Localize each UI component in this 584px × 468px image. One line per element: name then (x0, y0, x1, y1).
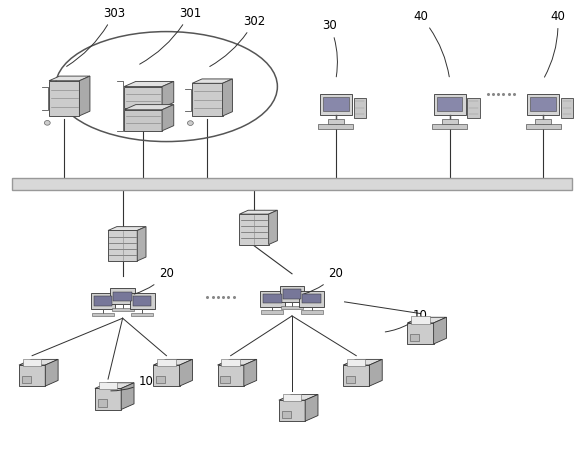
Text: 40: 40 (413, 10, 449, 77)
FancyBboxPatch shape (303, 294, 321, 303)
Text: 30: 30 (322, 19, 338, 77)
FancyBboxPatch shape (467, 98, 479, 117)
Polygon shape (305, 395, 318, 421)
Polygon shape (124, 87, 162, 108)
FancyBboxPatch shape (23, 358, 41, 366)
Polygon shape (192, 79, 232, 83)
FancyBboxPatch shape (263, 294, 281, 303)
FancyBboxPatch shape (280, 286, 304, 302)
Polygon shape (343, 359, 383, 365)
Polygon shape (370, 359, 383, 386)
FancyBboxPatch shape (157, 358, 176, 366)
Text: 303: 303 (67, 7, 125, 66)
FancyBboxPatch shape (283, 394, 301, 401)
FancyBboxPatch shape (94, 296, 112, 306)
FancyBboxPatch shape (281, 411, 291, 418)
Polygon shape (279, 400, 305, 421)
Text: 302: 302 (210, 15, 265, 66)
Polygon shape (153, 365, 179, 386)
FancyBboxPatch shape (300, 291, 324, 307)
Text: 10: 10 (385, 309, 428, 332)
Polygon shape (239, 210, 277, 214)
Polygon shape (124, 110, 162, 131)
FancyBboxPatch shape (526, 124, 561, 129)
Polygon shape (108, 230, 137, 261)
FancyBboxPatch shape (301, 310, 322, 314)
Polygon shape (95, 383, 134, 388)
Polygon shape (95, 388, 121, 410)
Polygon shape (19, 365, 45, 386)
FancyBboxPatch shape (347, 358, 366, 366)
Circle shape (44, 120, 50, 125)
FancyBboxPatch shape (320, 95, 352, 115)
FancyBboxPatch shape (156, 376, 165, 383)
FancyBboxPatch shape (99, 382, 117, 389)
Polygon shape (217, 359, 257, 365)
Polygon shape (162, 81, 173, 108)
FancyBboxPatch shape (131, 313, 153, 316)
Polygon shape (279, 395, 318, 400)
Polygon shape (244, 359, 257, 386)
Text: 20: 20 (134, 267, 174, 294)
Text: 301: 301 (140, 7, 201, 64)
Polygon shape (192, 83, 223, 116)
FancyBboxPatch shape (283, 289, 301, 299)
FancyBboxPatch shape (133, 296, 151, 306)
FancyBboxPatch shape (318, 124, 353, 129)
Polygon shape (137, 227, 146, 261)
FancyBboxPatch shape (98, 399, 107, 407)
Polygon shape (49, 76, 90, 80)
FancyBboxPatch shape (432, 124, 467, 129)
FancyBboxPatch shape (527, 95, 559, 115)
FancyBboxPatch shape (91, 293, 115, 309)
Text: 20: 20 (304, 267, 343, 294)
Text: 10: 10 (111, 375, 154, 391)
FancyBboxPatch shape (12, 178, 572, 190)
FancyBboxPatch shape (112, 308, 134, 311)
FancyBboxPatch shape (221, 358, 240, 366)
Polygon shape (433, 317, 446, 344)
FancyBboxPatch shape (353, 98, 366, 117)
Polygon shape (217, 365, 244, 386)
FancyBboxPatch shape (110, 288, 135, 304)
Polygon shape (162, 104, 173, 131)
FancyBboxPatch shape (323, 97, 349, 111)
FancyBboxPatch shape (434, 95, 465, 115)
FancyBboxPatch shape (281, 306, 303, 309)
FancyBboxPatch shape (221, 376, 230, 383)
FancyBboxPatch shape (442, 119, 458, 124)
Text: 40: 40 (544, 10, 565, 77)
FancyBboxPatch shape (328, 119, 344, 124)
FancyBboxPatch shape (346, 376, 355, 383)
Polygon shape (408, 317, 446, 323)
Polygon shape (121, 383, 134, 410)
FancyBboxPatch shape (92, 313, 114, 316)
FancyBboxPatch shape (262, 310, 283, 314)
FancyBboxPatch shape (561, 98, 573, 117)
Polygon shape (124, 81, 173, 87)
Polygon shape (124, 104, 173, 110)
FancyBboxPatch shape (437, 97, 463, 111)
Polygon shape (79, 76, 90, 116)
Polygon shape (108, 227, 146, 230)
FancyBboxPatch shape (530, 97, 556, 111)
Polygon shape (153, 359, 192, 365)
FancyBboxPatch shape (411, 316, 430, 324)
FancyBboxPatch shape (130, 293, 155, 309)
Polygon shape (179, 359, 192, 386)
Polygon shape (223, 79, 232, 116)
Circle shape (187, 121, 193, 125)
FancyBboxPatch shape (22, 376, 31, 383)
Polygon shape (343, 365, 370, 386)
Polygon shape (45, 359, 58, 386)
FancyBboxPatch shape (113, 292, 132, 301)
FancyBboxPatch shape (535, 119, 551, 124)
Polygon shape (19, 359, 58, 365)
Polygon shape (49, 80, 79, 116)
Polygon shape (408, 323, 433, 344)
FancyBboxPatch shape (410, 334, 419, 341)
FancyBboxPatch shape (260, 291, 284, 307)
Polygon shape (269, 210, 277, 244)
Polygon shape (239, 214, 269, 244)
